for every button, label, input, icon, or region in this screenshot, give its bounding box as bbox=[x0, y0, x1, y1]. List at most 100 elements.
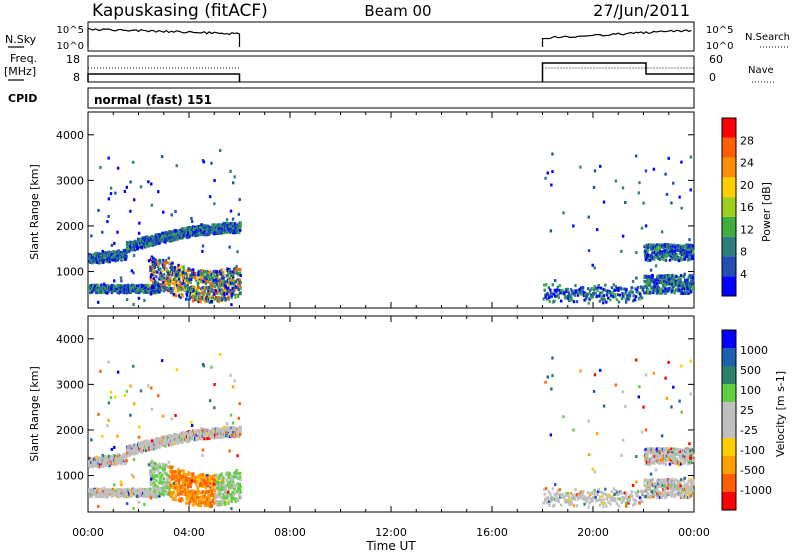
power-cell bbox=[679, 277, 682, 281]
velocity-cell bbox=[218, 488, 222, 492]
nsky-line bbox=[87, 27, 241, 47]
velocity-cell bbox=[97, 456, 100, 460]
power-cell bbox=[238, 198, 241, 202]
power-cell bbox=[153, 235, 156, 239]
power-cell bbox=[92, 284, 95, 288]
power-cell bbox=[217, 277, 221, 281]
velocity-cell bbox=[580, 496, 583, 500]
velocity-cell bbox=[182, 431, 185, 435]
power-cell bbox=[611, 292, 615, 296]
power-cell bbox=[666, 275, 669, 279]
velocity-cell bbox=[220, 430, 224, 434]
power-cell bbox=[189, 274, 192, 278]
power-cell bbox=[153, 263, 156, 267]
velocity-cell bbox=[154, 474, 158, 478]
velocity-cell bbox=[214, 485, 218, 489]
velocity-cell bbox=[193, 493, 196, 497]
velocity-cell bbox=[206, 477, 210, 481]
power-cell bbox=[606, 292, 609, 296]
power-cell bbox=[178, 293, 181, 297]
power-cell bbox=[221, 288, 224, 292]
velocity-cell bbox=[231, 496, 234, 500]
power-cell bbox=[101, 259, 105, 263]
velocity-cell bbox=[176, 489, 179, 493]
velocity-cell bbox=[210, 504, 214, 508]
power-cell bbox=[664, 244, 668, 248]
power-cell bbox=[188, 278, 191, 282]
velocity-cell bbox=[223, 496, 226, 500]
velocity-cell bbox=[232, 426, 235, 430]
power-cell bbox=[108, 257, 112, 261]
velocity-cell bbox=[112, 462, 115, 466]
velocity-cell bbox=[235, 473, 239, 477]
velocity-cell bbox=[99, 463, 102, 467]
velocity-cell bbox=[550, 498, 553, 502]
freq-line bbox=[87, 73, 241, 82]
power-cell bbox=[618, 293, 622, 297]
power-cell bbox=[683, 287, 686, 291]
power-cell bbox=[656, 245, 659, 249]
velocity-cell bbox=[182, 475, 185, 479]
power-cell bbox=[97, 290, 100, 294]
velocity-cell bbox=[547, 497, 550, 501]
velocity-cell bbox=[109, 454, 113, 458]
power-cell bbox=[567, 291, 571, 295]
power-cell bbox=[154, 237, 158, 241]
power-cell bbox=[596, 289, 599, 293]
velocity-cell bbox=[147, 488, 150, 492]
power-cell bbox=[201, 295, 204, 299]
power-cell bbox=[132, 302, 135, 306]
power-cell bbox=[195, 296, 198, 300]
velocity-cell bbox=[107, 464, 110, 468]
power-cell bbox=[139, 242, 142, 246]
velocity-cell bbox=[120, 494, 124, 498]
power-cell bbox=[551, 152, 554, 156]
velocity-cell bbox=[144, 443, 147, 447]
power-cell bbox=[170, 213, 173, 217]
power-cell bbox=[173, 267, 177, 271]
velocity-cell bbox=[587, 496, 591, 500]
power-cell bbox=[172, 277, 176, 281]
power-cell bbox=[674, 288, 678, 292]
power-cell bbox=[231, 217, 235, 221]
power-cell bbox=[154, 258, 158, 262]
power-cell bbox=[236, 250, 239, 254]
power-cell bbox=[218, 149, 222, 153]
velocity-cell bbox=[222, 435, 226, 439]
velocity-cell bbox=[598, 498, 601, 502]
velocity-cell bbox=[543, 492, 546, 496]
velocity-cell bbox=[164, 482, 167, 486]
velocity-cell bbox=[153, 495, 157, 499]
power-cell bbox=[663, 280, 667, 284]
power-cell bbox=[593, 266, 596, 270]
velocity-cell bbox=[174, 486, 177, 490]
power-cell bbox=[655, 250, 658, 254]
power-cell bbox=[207, 289, 210, 293]
power-cell bbox=[177, 266, 180, 270]
velocity-cell bbox=[221, 498, 225, 502]
velocity-cell bbox=[201, 494, 205, 498]
power-cell bbox=[187, 298, 191, 302]
velocity-cell bbox=[178, 469, 182, 473]
power-cell bbox=[169, 233, 172, 237]
velocity-cell bbox=[579, 494, 582, 498]
power-cell bbox=[204, 299, 207, 303]
power-cell bbox=[156, 270, 159, 274]
velocity-cell bbox=[125, 454, 128, 458]
velocity-cell bbox=[106, 495, 109, 499]
power-cell bbox=[584, 297, 588, 301]
velocity-cell bbox=[111, 460, 115, 464]
power-cell bbox=[566, 287, 569, 291]
power-cell bbox=[215, 227, 219, 231]
power-cell bbox=[602, 301, 605, 305]
power-cell bbox=[134, 240, 138, 244]
power-cell bbox=[660, 280, 663, 284]
velocity-cell bbox=[558, 492, 561, 496]
nsearch-tick-low: 10^0 bbox=[706, 41, 733, 52]
power-cell bbox=[174, 290, 178, 294]
velocity-cell bbox=[236, 430, 240, 434]
velocity-cell bbox=[186, 487, 189, 491]
velocity-cell bbox=[141, 449, 144, 453]
power-cell bbox=[669, 249, 672, 253]
power-cell bbox=[117, 288, 121, 292]
